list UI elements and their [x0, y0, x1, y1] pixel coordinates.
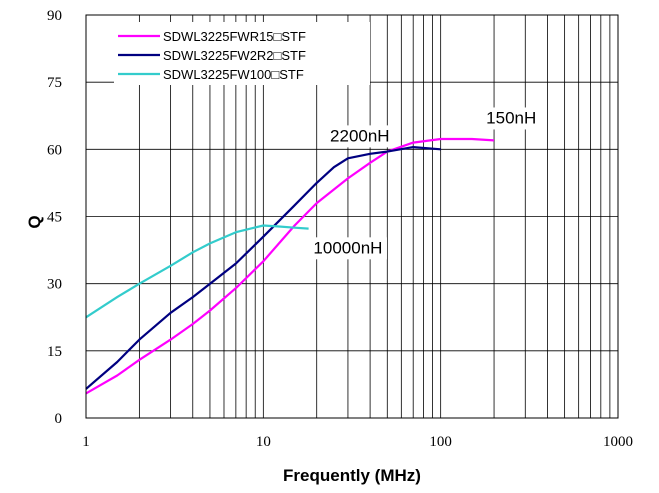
y-tick-label: 45 [47, 210, 62, 226]
annotations: 150nH 2200nH 10000nH [308, 107, 541, 260]
x-tick-label: 10 [256, 434, 271, 450]
y-tick-label: 90 [47, 8, 62, 24]
legend-entry: SDWL3225FWR15□STF [163, 29, 306, 44]
y-axis-title: Q [25, 215, 44, 228]
series-line-1 [85, 137, 495, 395]
tick-labels: 1 10 100 1000 0 15 30 45 60 75 90 [47, 8, 633, 450]
annotation-bg [325, 125, 394, 148]
x-tick-label: 100 [429, 434, 452, 450]
annotation-bg [308, 237, 387, 260]
x-tick-label: 1000 [603, 434, 633, 450]
x-tick-label: 1 [82, 434, 90, 450]
series-lines [85, 137, 495, 395]
series-line-2 [85, 146, 441, 390]
y-tick-label: 75 [47, 75, 62, 91]
legend-entry: SDWL3225FW2R2□STF [163, 48, 306, 63]
y-tick-label: 15 [47, 344, 62, 360]
annotation-label: 2200nH [330, 126, 390, 145]
y-tick-label: 60 [47, 142, 62, 158]
annotation-bg [482, 107, 541, 130]
plot-frame [85, 14, 619, 419]
legend: SDWL3225FWR15□STF SDWL3225FW2R2□STF SDWL32… [114, 22, 370, 85]
legend-entry: SDWL3225FW100□STF [163, 67, 304, 82]
annotation-label: 150nH [486, 108, 536, 127]
y-tick-label: 30 [47, 277, 62, 293]
annotation-label: 10000nH [313, 238, 382, 257]
y-tick-label: 0 [55, 411, 63, 427]
x-axis-title: Frequently (MHz) [283, 466, 421, 485]
series-line-3 [85, 224, 309, 319]
